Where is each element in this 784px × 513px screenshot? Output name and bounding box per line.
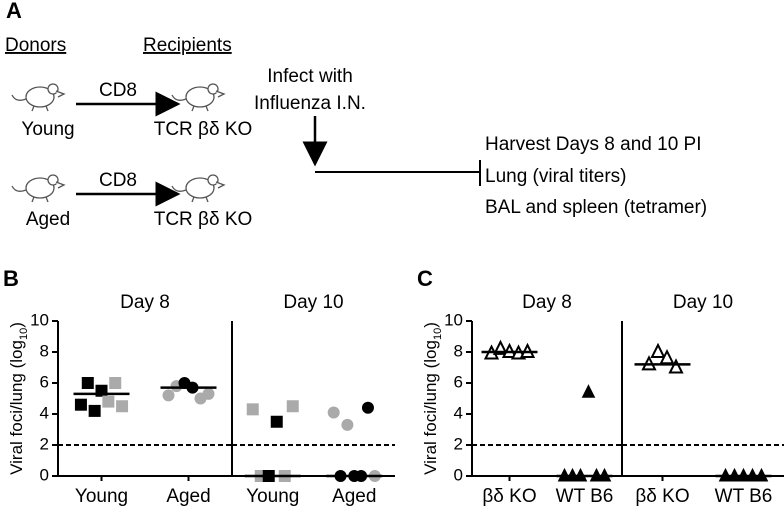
data-point	[116, 400, 129, 413]
subplot-title: Day 10	[283, 292, 343, 313]
y-axis-label-part: Viral foci/lung (log	[421, 340, 440, 475]
y-axis-label-part: )	[421, 322, 440, 328]
harvest-text: BAL and spleen (tetramer)	[485, 197, 707, 218]
y-axis-label-part: 10	[18, 328, 30, 340]
y-tick-label: 4	[454, 403, 463, 422]
panel-label: C	[417, 266, 433, 291]
data-point	[361, 401, 374, 414]
y-tick-label: 8	[454, 341, 463, 360]
y-tick-label: 4	[40, 403, 49, 422]
y-tick-label: 10	[444, 310, 463, 329]
x-tick-label: Aged	[332, 486, 376, 507]
mouse-icon	[171, 174, 225, 203]
y-axis-label-part: )	[7, 322, 26, 328]
x-tick-label: WT B6	[556, 486, 614, 507]
data-point	[81, 377, 94, 389]
infect-text: Infect with	[267, 66, 353, 87]
panel-label: B	[3, 266, 19, 291]
panel-a: A Donors Recipients CD8 Young TCR βδ KO …	[5, 0, 707, 230]
infect-text: Influenza I.N.	[254, 93, 366, 114]
y-tick-label: 6	[454, 372, 463, 391]
y-tick-label: 8	[40, 341, 49, 360]
data-point	[74, 398, 87, 411]
x-tick-label: Young	[246, 486, 299, 507]
subplot-title: Day 8	[120, 292, 170, 313]
data-point	[581, 384, 596, 398]
x-tick-label: WT B6	[715, 486, 773, 507]
data-point	[270, 415, 283, 428]
y-tick-label: 2	[454, 434, 463, 453]
data-point	[341, 418, 354, 431]
recipient-label: TCR βδ KO	[154, 119, 253, 140]
y-axis-label: Viral foci/lung (log10)	[421, 322, 443, 475]
recipient-label: TCR βδ KO	[154, 209, 253, 230]
y-axis-label-part: 10	[432, 328, 444, 340]
donors-label: Donors	[5, 35, 66, 56]
mouse-icon	[11, 174, 65, 203]
data-point	[668, 358, 684, 374]
y-axis-label: Viral foci/lung (log10)	[7, 322, 29, 475]
transfer-label: CD8	[99, 80, 137, 101]
recipients-label: Recipients	[143, 35, 232, 56]
x-tick-label: Aged	[166, 486, 210, 507]
x-tick-label: βδ KO	[482, 486, 536, 507]
data-point	[246, 403, 259, 416]
y-tick-label: 10	[30, 310, 49, 329]
data-point	[102, 395, 115, 408]
data-point	[327, 406, 340, 419]
data-point	[109, 377, 122, 389]
y-tick-label: 0	[40, 465, 49, 484]
mouse-icon	[171, 83, 225, 112]
data-point	[650, 342, 666, 358]
x-tick-label: Young	[75, 486, 128, 507]
x-tick-label: βδ KO	[635, 486, 689, 507]
harvest-text: Harvest Days 8 and 10 PI	[485, 134, 702, 155]
panel-label: A	[6, 0, 22, 23]
y-tick-label: 0	[454, 465, 463, 484]
data-point	[88, 404, 101, 417]
subplot-title: Day 8	[522, 292, 572, 313]
transfer-label: CD8	[99, 170, 137, 191]
y-tick-label: 2	[40, 434, 49, 453]
subplot-title: Day 10	[673, 292, 733, 313]
y-axis-label-part: Viral foci/lung (log	[7, 340, 26, 475]
harvest-text: Lung (viral titers)	[485, 166, 627, 187]
data-point	[286, 400, 299, 413]
mouse-icon	[11, 83, 65, 112]
donor-label: Young	[21, 119, 74, 140]
donor-label: Aged	[26, 209, 70, 230]
data-point	[202, 387, 215, 400]
data-point	[162, 389, 175, 402]
y-tick-label: 6	[40, 372, 49, 391]
